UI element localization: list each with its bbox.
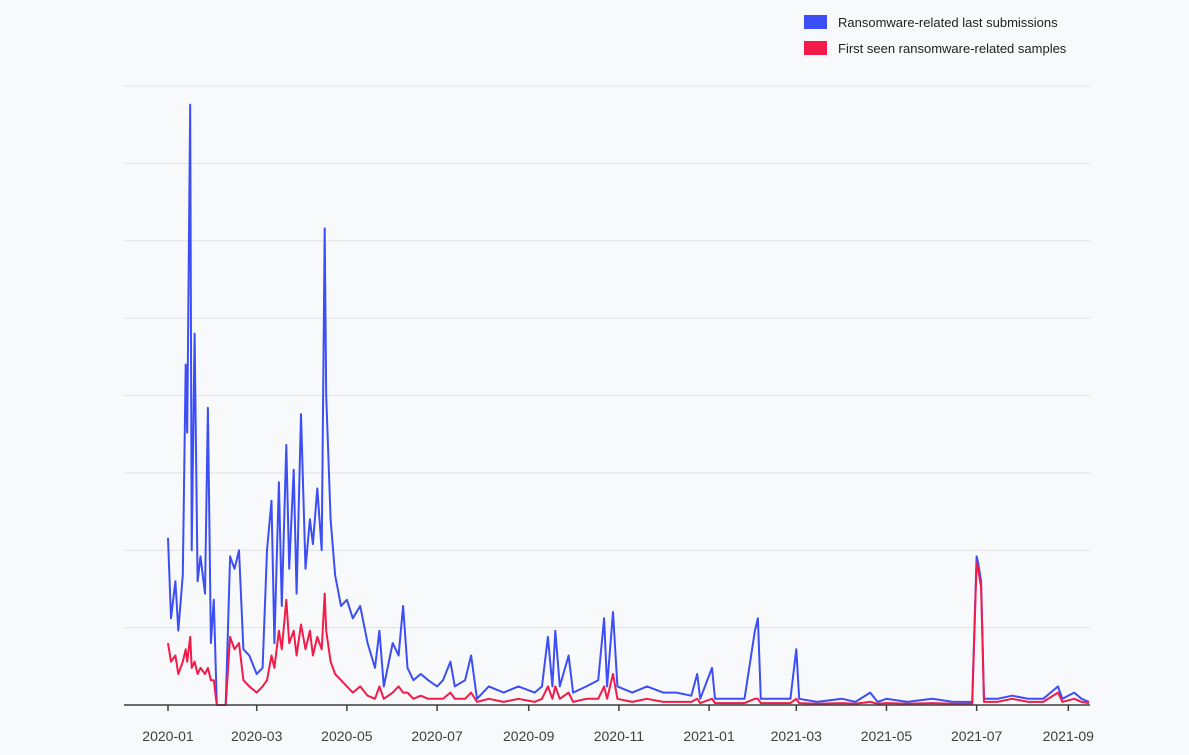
x-tick-label: 2021-01 bbox=[683, 728, 735, 744]
legend-label-first-seen: First seen ransomware-related samples bbox=[838, 40, 1067, 56]
x-tick-label: 2020-01 bbox=[142, 728, 194, 744]
legend-swatch-first-seen bbox=[804, 41, 827, 55]
x-tick-label: 2021-09 bbox=[1043, 728, 1095, 744]
x-tick-label: 2020-09 bbox=[503, 728, 555, 744]
series-line-first-seen bbox=[167, 561, 1090, 706]
gridlines bbox=[124, 85, 1090, 629]
legend-item-last-submissions[interactable]: Ransomware-related last submissions bbox=[804, 13, 1066, 31]
series-line-last-submissions bbox=[167, 103, 1090, 706]
legend-item-first-seen[interactable]: First seen ransomware-related samples bbox=[804, 39, 1066, 57]
chart-legend: Ransomware-related last submissions Firs… bbox=[804, 13, 1066, 65]
x-tick-label: 2021-05 bbox=[861, 728, 913, 744]
x-tick-label: 2020-11 bbox=[594, 728, 645, 744]
x-tick-label: 2020-05 bbox=[321, 728, 373, 744]
x-tick-label: 2020-07 bbox=[411, 728, 463, 744]
series-lines bbox=[167, 103, 1090, 706]
legend-swatch-last-submissions bbox=[804, 15, 827, 29]
x-tick-label: 2020-03 bbox=[231, 728, 283, 744]
x-axis-ticks: 2020-01 2020-03 2020-05 2020-07 2020-09 2020-… bbox=[142, 705, 1094, 744]
legend-label-last-submissions: Ransomware-related last submissions bbox=[838, 14, 1058, 30]
x-tick-label: 2021-03 bbox=[771, 728, 823, 744]
x-tick-label: 2021-07 bbox=[951, 728, 1003, 744]
